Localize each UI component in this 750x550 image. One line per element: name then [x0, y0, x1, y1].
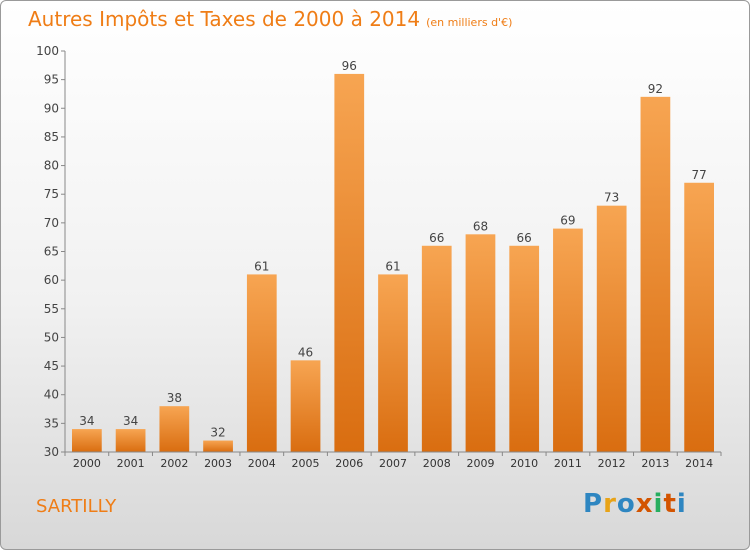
y-tick-label: 55 [44, 302, 59, 316]
data-label: 61 [254, 259, 269, 273]
x-tick-label: 2002 [160, 457, 188, 470]
x-tick-label: 2008 [423, 457, 451, 470]
logo-letter: P [583, 489, 604, 519]
x-tick-label: 2007 [379, 457, 407, 470]
chart-subtitle: (en milliers d'€) [426, 16, 513, 29]
logo-letter: t [663, 489, 677, 519]
x-tick-label: 2003 [204, 457, 232, 470]
x-tick-label: 2006 [335, 457, 363, 470]
logo-letter: x [635, 489, 654, 519]
title-text: Autres Impôts et Taxes de 2000 à 2014 [28, 7, 421, 31]
data-label: 68 [473, 219, 488, 233]
data-label: 96 [342, 59, 357, 73]
bar [596, 205, 627, 452]
logo-letter: r [603, 489, 617, 519]
data-label: 61 [385, 259, 400, 273]
bar [159, 406, 190, 452]
y-tick-label: 100 [36, 44, 59, 58]
logo-letter: o [616, 489, 636, 519]
data-label: 66 [517, 231, 532, 245]
chart-title: Autres Impôts et Taxes de 2000 à 2014 (en… [28, 7, 512, 31]
y-tick-label: 30 [44, 445, 59, 459]
bar [290, 360, 321, 452]
x-tick-label: 2001 [117, 457, 145, 470]
bar [203, 440, 233, 452]
data-label: 34 [123, 414, 138, 428]
y-tick-label: 95 [44, 73, 59, 87]
bar [640, 96, 671, 452]
logo-letter: i [676, 489, 687, 519]
y-tick-label: 40 [44, 388, 59, 402]
y-tick-label: 65 [44, 245, 59, 259]
x-tick-label: 2009 [466, 457, 494, 470]
x-tick-label: 2000 [73, 457, 101, 470]
y-tick-label: 90 [44, 101, 59, 115]
data-label: 73 [604, 191, 619, 205]
commune-name: SARTILLY [36, 496, 117, 517]
bar [334, 73, 365, 453]
bar [246, 274, 277, 452]
data-label: 77 [691, 168, 706, 182]
data-label: 46 [298, 345, 313, 359]
logo-letter: i [653, 489, 664, 519]
x-tick-label: 2012 [598, 457, 626, 470]
y-tick-label: 50 [44, 330, 59, 344]
y-tick-label: 70 [44, 216, 59, 230]
y-tick-label: 60 [44, 273, 59, 287]
x-tick-label: 2014 [685, 457, 713, 470]
x-tick-label: 2004 [248, 457, 276, 470]
bar [684, 182, 715, 452]
y-tick-label: 85 [44, 130, 59, 144]
bar [553, 228, 583, 452]
y-tick-label: 80 [44, 159, 59, 173]
bar [378, 274, 408, 452]
proxiti-logo[interactable]: Proxiti [583, 489, 687, 519]
y-tick-label: 75 [44, 187, 59, 201]
y-tick-label: 35 [44, 416, 59, 430]
data-label: 34 [79, 414, 94, 428]
x-tick-label: 2005 [292, 457, 320, 470]
y-tick-label: 45 [44, 359, 59, 373]
bar [115, 429, 146, 452]
data-label: 69 [560, 214, 575, 228]
x-tick-label: 2010 [510, 457, 538, 470]
data-label: 92 [648, 82, 663, 96]
bar [465, 234, 496, 452]
bar-chart: 34 34 38 32 61 46 96 61 66 68 66 69 73 92 77 2000 2001 2… [36, 44, 722, 470]
bar [421, 245, 452, 452]
bar [509, 245, 540, 452]
data-label: 38 [167, 391, 182, 405]
x-tick-label: 2011 [554, 457, 582, 470]
x-tick-label: 2013 [641, 457, 669, 470]
data-label: 32 [210, 426, 225, 440]
data-label: 66 [429, 231, 444, 245]
bar [71, 429, 102, 452]
